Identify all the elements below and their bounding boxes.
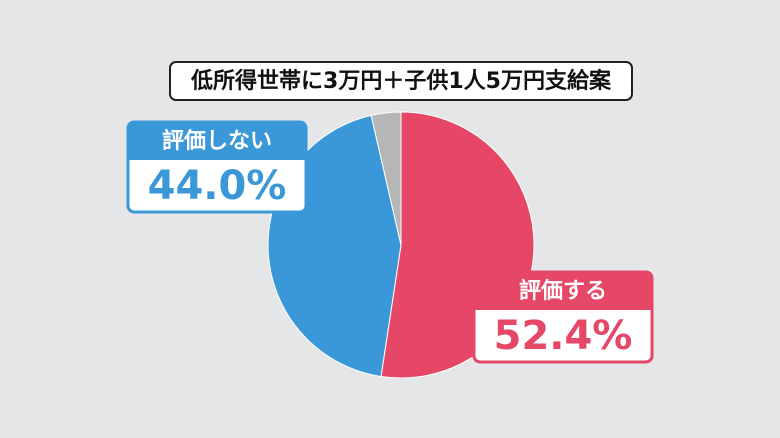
value-label: 44.0%	[148, 163, 287, 209]
pie-slice	[370, 111, 402, 246]
legend-label: 評価する	[519, 278, 607, 304]
label-header-fill	[128, 142, 306, 160]
value-label: 52.4%	[494, 313, 633, 359]
chart-title: 低所得世帯に3万円＋子供1人5万円支給案	[190, 68, 612, 94]
title-box	[169, 61, 633, 101]
legend-label: 評価しない	[162, 128, 272, 154]
label-header-fill	[474, 292, 652, 310]
